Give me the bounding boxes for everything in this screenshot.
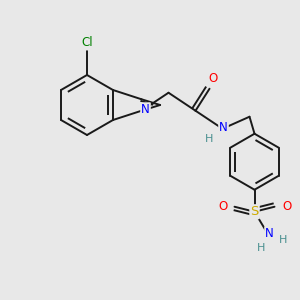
Text: O: O <box>218 200 227 213</box>
Text: H: H <box>257 243 266 253</box>
Text: N: N <box>141 103 150 116</box>
Text: O: O <box>208 72 217 85</box>
Text: Cl: Cl <box>81 37 93 50</box>
Text: N: N <box>219 121 228 134</box>
Text: H: H <box>279 235 288 245</box>
Text: H: H <box>205 134 214 144</box>
Text: N: N <box>265 227 274 240</box>
Text: S: S <box>250 205 259 218</box>
Text: O: O <box>282 200 291 213</box>
